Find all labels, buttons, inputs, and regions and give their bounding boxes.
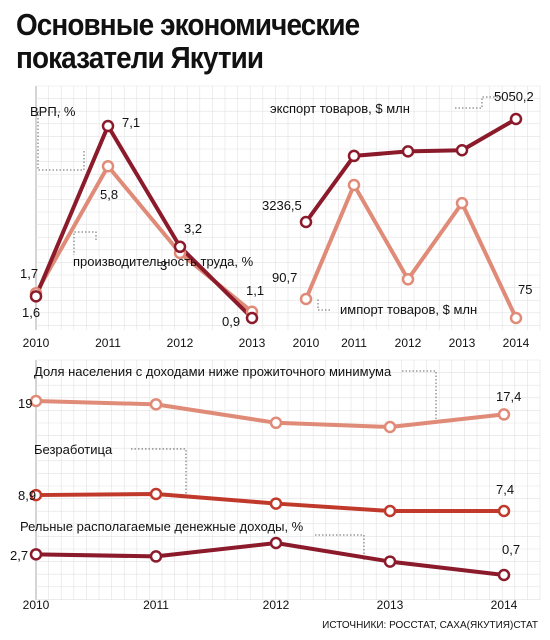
x-tick-label: 2013 <box>377 598 404 612</box>
export-series-line <box>304 117 518 224</box>
poverty-series-point <box>383 420 397 434</box>
data-label: 5,8 <box>100 187 118 202</box>
gdp-series-point <box>29 290 43 303</box>
x-tick-label: 2010 <box>23 336 50 350</box>
data-label: 90,7 <box>272 270 297 285</box>
gdp-series-point <box>173 240 187 254</box>
gdp-series-point <box>245 311 259 325</box>
data-label: 19 <box>18 396 32 411</box>
leader-line <box>315 534 365 560</box>
import-series-point <box>347 178 361 192</box>
import-series-point <box>299 292 313 306</box>
data-label: 0,9 <box>222 314 240 329</box>
data-points <box>29 112 523 582</box>
x-tick-label: 2013 <box>239 336 266 350</box>
data-label: 1,6 <box>22 305 40 320</box>
series-label: Рельные располагаемые денежные доходы, % <box>20 519 304 534</box>
poverty-series-point <box>149 398 163 411</box>
x-tick-label: 2012 <box>167 336 194 350</box>
series-label: Доля населения с доходами ниже прожиточн… <box>34 364 392 379</box>
import-series-point <box>509 311 523 325</box>
import-series-point <box>401 273 415 286</box>
leader-line <box>317 298 330 311</box>
import-series-point <box>455 196 469 210</box>
leader-line <box>73 231 97 255</box>
gdp-series-line <box>34 124 254 320</box>
data-label: 5050,2 <box>494 89 534 104</box>
source-note: ИСТОЧНИКИ: РОССТАТ, САХА(ЯКУТИЯ)СТАТ <box>322 620 538 631</box>
productivity-series-point <box>101 160 115 173</box>
data-label: 3,2 <box>184 221 202 236</box>
unemployment-series-point <box>29 488 43 502</box>
data-label: 3 <box>160 258 167 273</box>
x-tick-label: 2011 <box>143 598 169 612</box>
income-series-point <box>29 548 43 561</box>
income-series-point <box>149 550 163 563</box>
series-label: Безработица <box>34 442 113 457</box>
leader-line <box>131 448 187 494</box>
data-label: 8,9 <box>18 488 36 503</box>
unemployment-series-point <box>383 504 397 518</box>
income-series-line <box>35 541 505 577</box>
series-label: экспорт товаров, $ млн <box>270 101 410 116</box>
leader-lines <box>37 96 503 560</box>
leader-line <box>37 111 85 171</box>
income-series-point <box>383 555 397 568</box>
text-labels: 2010 2011 2012 2013 2010 2011 2012 2013 2014 2010… <box>10 89 534 612</box>
data-label: 1,1 <box>246 283 264 298</box>
export-series-point <box>509 112 523 126</box>
poverty-series-point <box>497 408 511 421</box>
x-tick-label: 2014 <box>503 336 530 350</box>
unemployment-series-point <box>149 487 163 501</box>
poverty-series-point <box>29 394 43 408</box>
data-label: 2,7 <box>10 548 28 563</box>
x-tick-label: 2014 <box>491 598 518 612</box>
x-tick-label: 2012 <box>395 336 422 350</box>
x-tick-label: 2011 <box>341 336 367 350</box>
x-tick-label: 2011 <box>95 336 121 350</box>
import-series-line <box>304 183 518 319</box>
unemployment-series-point <box>497 504 511 518</box>
poverty-series-point <box>269 416 283 430</box>
series-label: ВРП, % <box>30 104 76 119</box>
series-label: производительность труда, % <box>73 254 254 269</box>
data-label: 7,1 <box>122 115 140 130</box>
x-tick-label: 2013 <box>449 336 476 350</box>
unemployment-series-point <box>269 497 283 510</box>
gdp-series-point <box>101 119 115 133</box>
leader-line <box>402 370 437 420</box>
export-series-point <box>401 145 415 158</box>
grid-layer <box>35 85 541 600</box>
data-label: 7,4 <box>496 482 514 497</box>
x-tick-label: 2012 <box>263 598 290 612</box>
data-label: 17,4 <box>496 389 521 404</box>
series-label: импорт товаров, $ млн <box>340 302 477 317</box>
data-label: 3236,5 <box>262 198 302 213</box>
data-label: 1,7 <box>20 266 38 281</box>
export-series-point <box>347 149 361 163</box>
export-series-point <box>455 143 469 157</box>
data-label: 75 <box>518 282 532 297</box>
income-series-point <box>269 536 283 550</box>
chart-title: Основные экономические показатели Якутии <box>16 7 360 75</box>
data-label: 0,7 <box>502 542 520 557</box>
x-tick-label: 2010 <box>293 336 320 350</box>
x-tick-label: 2010 <box>23 598 50 612</box>
export-series-point <box>299 215 313 229</box>
leader-line <box>455 96 503 109</box>
income-series-point <box>497 568 511 582</box>
